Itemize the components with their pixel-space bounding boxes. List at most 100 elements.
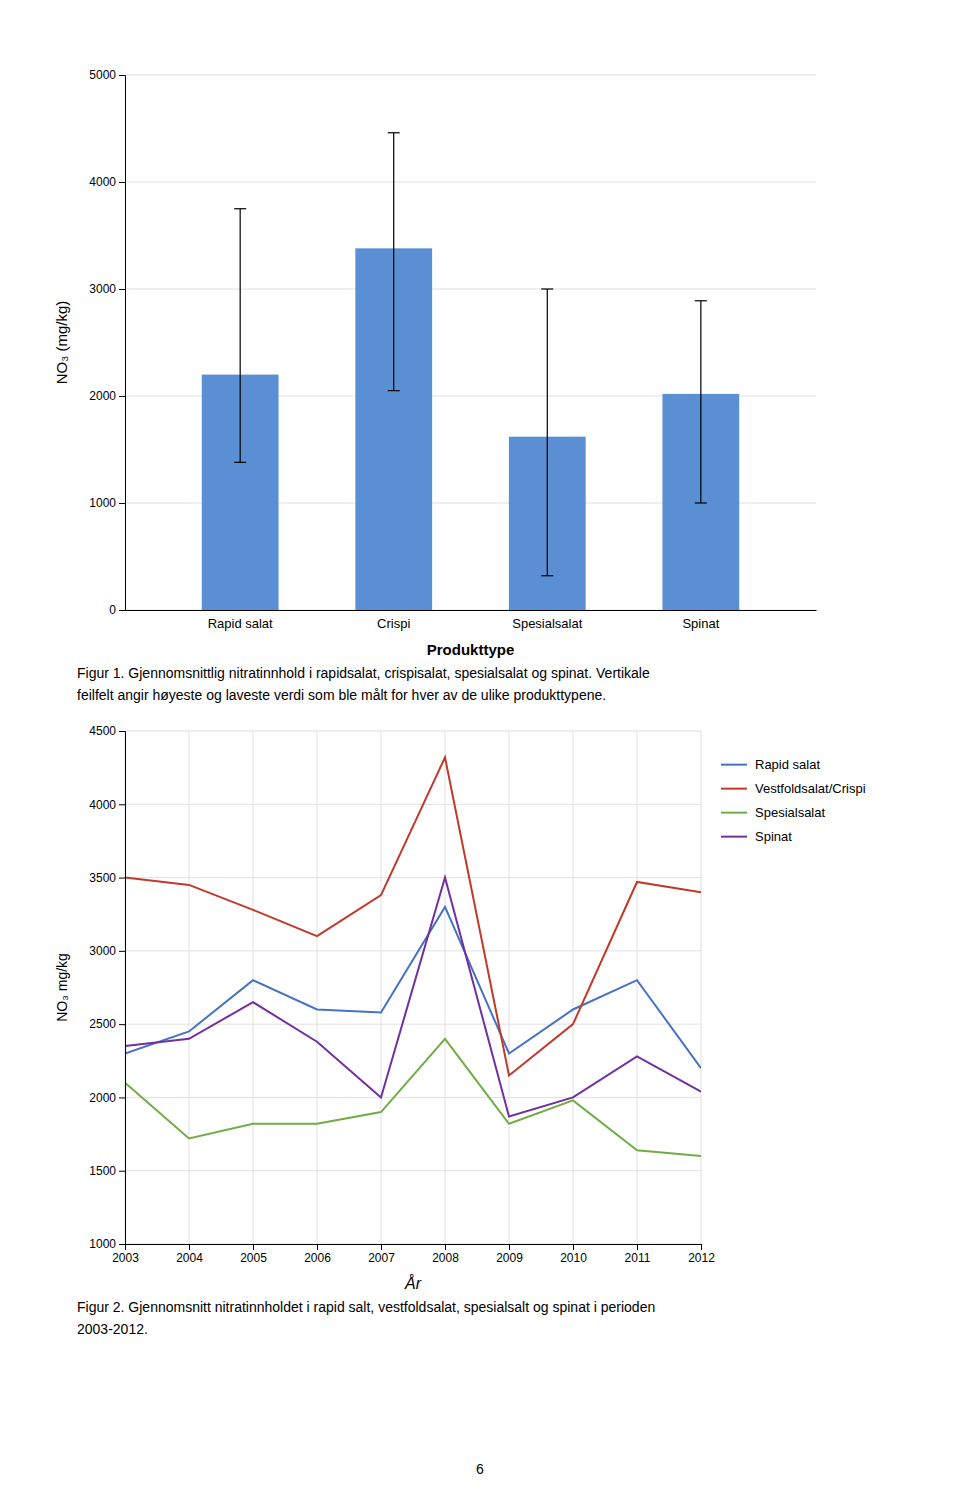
grid-line xyxy=(125,950,701,951)
grid-line xyxy=(637,731,638,1244)
page-number: 6 xyxy=(476,1461,484,1477)
grid-line xyxy=(125,1024,701,1025)
y-tick: 3000 xyxy=(89,944,125,958)
x-tick-label: Spesialsalat xyxy=(512,616,582,631)
y-tick-mark xyxy=(119,1171,125,1172)
y-axis: 10001500200025003000350040004500 xyxy=(89,724,125,1251)
x-tick-label: Crispi xyxy=(377,616,410,631)
legend-label: Vestfoldsalat/Crispi xyxy=(755,781,866,796)
legend-label: Spesialsalat xyxy=(755,805,825,820)
grid-line xyxy=(125,75,816,76)
line xyxy=(125,757,701,1075)
error-bar xyxy=(388,133,400,391)
error-bar-cap xyxy=(388,390,400,391)
x-tick: 2005 xyxy=(240,1244,267,1265)
x-tick: Spesialsalat xyxy=(512,616,582,631)
y-tick-mark xyxy=(119,1024,125,1025)
x-tick: 2009 xyxy=(496,1244,523,1265)
grid-line xyxy=(125,877,701,878)
error-bar-cap xyxy=(695,300,707,301)
marks xyxy=(202,133,739,610)
y-tick-label: 3000 xyxy=(89,944,116,958)
y-tick: 4000 xyxy=(89,175,125,189)
y-tick-mark xyxy=(119,610,125,611)
error-bar-stem xyxy=(240,209,241,463)
y-tick-mark xyxy=(119,75,125,76)
grid-line xyxy=(125,289,816,290)
x-tick-mark xyxy=(509,1244,510,1250)
y-tick-label: 1000 xyxy=(89,1237,116,1251)
x-tick-mark xyxy=(317,1244,318,1250)
x-tick: 2012 xyxy=(688,1244,715,1265)
y-tick-mark xyxy=(119,1244,125,1245)
y-tick: 2500 xyxy=(89,1017,125,1031)
x-tick-mark xyxy=(701,1244,702,1250)
y-axis-line xyxy=(119,76,126,611)
y-tick-label: 2000 xyxy=(89,1091,116,1105)
caption: Figur 2. Gjennomsnitt nitratinnholdet i … xyxy=(77,1299,655,1315)
error-bar xyxy=(541,289,553,576)
legend: Rapid salat Vestfoldsalat/Crispi Spesialsa… xyxy=(721,757,866,844)
x-tick-label: 2004 xyxy=(176,1251,203,1265)
grid-line xyxy=(125,182,816,183)
x-tick: 2004 xyxy=(176,1244,203,1265)
grid-line xyxy=(317,731,318,1244)
legend-item: Vestfoldsalat/Crispi xyxy=(721,781,866,796)
y-tick-mark xyxy=(119,731,125,732)
caption: Figur 1. Gjennomsnittlig nitratinnhold i… xyxy=(77,665,650,681)
x-tick: 2008 xyxy=(432,1244,459,1265)
x-tick-label: 2012 xyxy=(688,1251,715,1265)
grid-line xyxy=(701,731,702,1244)
x-tick-label: 2011 xyxy=(625,1251,651,1265)
legend-item: Spinat xyxy=(721,829,792,844)
error-bar-stem xyxy=(700,301,701,503)
x-tick-mark xyxy=(637,1244,638,1250)
line xyxy=(125,878,701,1117)
y-tick-mark xyxy=(119,804,125,805)
x-tick-label: 2009 xyxy=(496,1251,523,1265)
x-tick-label: Spinat xyxy=(682,616,719,631)
grid-line xyxy=(573,731,574,1244)
y-tick: 1000 xyxy=(89,496,125,510)
x-axis: Rapid salat Crispi Spesialsalat Spinat xyxy=(126,611,817,632)
grid-line xyxy=(125,1170,701,1171)
x-tick-mark xyxy=(189,1244,190,1250)
y-tick-mark xyxy=(119,503,125,504)
y-tick-label: 4000 xyxy=(89,798,116,812)
error-bar-stem xyxy=(393,133,394,391)
x-tick-mark xyxy=(573,1244,574,1250)
x-tick-mark xyxy=(381,1244,382,1250)
x-tick: 2006 xyxy=(304,1244,331,1265)
legend-label: Spinat xyxy=(755,829,792,844)
x-tick-label: 2003 xyxy=(112,1251,139,1265)
page: Rapid salat Crispi Spesialsalat Spinat 0 1000… xyxy=(0,0,960,1507)
error-bar-cap xyxy=(695,502,707,503)
y-tick: 3500 xyxy=(89,871,125,885)
x-tick-label: 2008 xyxy=(432,1251,459,1265)
x-tick-label: 2005 xyxy=(240,1251,267,1265)
x-tick-mark xyxy=(445,1244,446,1250)
x-tick-label: Rapid salat xyxy=(208,616,273,631)
x-tick: 2003 xyxy=(112,1244,139,1265)
caption: 2003-2012. xyxy=(77,1321,148,1337)
x-axis-title: År xyxy=(404,1274,422,1292)
y-tick-label: 3500 xyxy=(89,871,116,885)
grid-line xyxy=(125,804,701,805)
x-tick: 2010 xyxy=(560,1244,587,1265)
y-tick: 4500 xyxy=(89,724,125,738)
y-axis-title: NO₃ (mg/kg) xyxy=(53,301,70,385)
legend-item: Rapid salat xyxy=(721,757,820,772)
y-tick-mark xyxy=(119,878,125,879)
x-tick-label: 2010 xyxy=(560,1251,587,1265)
grid-line xyxy=(189,731,190,1244)
y-axis: 010002000300040005000 xyxy=(89,68,125,617)
legend-swatch xyxy=(721,836,747,838)
error-bar-stem xyxy=(547,289,548,576)
x-tick: Spinat xyxy=(682,616,719,631)
y-tick-mark xyxy=(119,396,125,397)
y-tick: 2000 xyxy=(89,389,125,403)
grid-line xyxy=(253,731,254,1244)
x-axis-line xyxy=(126,610,817,611)
grid-line xyxy=(125,731,701,732)
y-tick: 0 xyxy=(109,603,125,617)
